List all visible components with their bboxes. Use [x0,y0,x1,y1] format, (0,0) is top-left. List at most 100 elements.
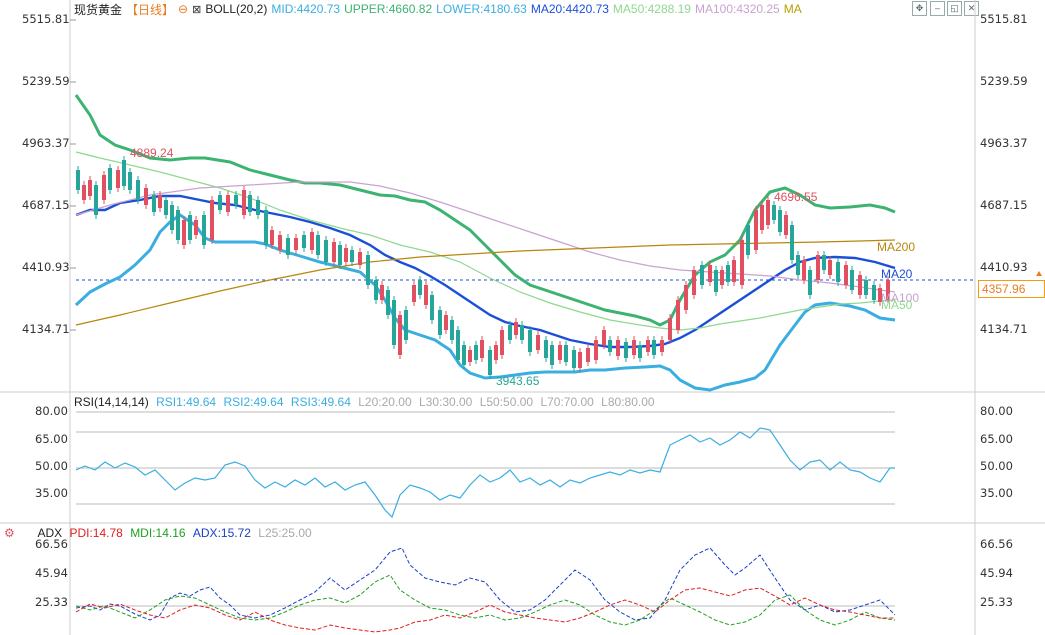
candlestick [226,195,230,212]
candlestick [264,210,268,245]
candlestick [594,340,598,360]
adx-value: ADX:15.72 [192,526,251,540]
low-annotation-1: 3943.65 [496,374,540,388]
rsi-axis-label-left: 50.00 [35,459,68,473]
candlestick [646,340,650,352]
candlestick [164,200,168,215]
l80-value: L80:80.00 [601,395,655,409]
candlestick [632,340,636,355]
candlestick [136,180,140,200]
price-axis-label-right: 5239.59 [980,74,1028,88]
candlestick [878,288,882,302]
candlestick [676,300,680,330]
current-price-arrow [1036,271,1042,276]
candlestick [558,345,562,360]
candlestick [850,270,854,290]
candlestick [338,245,342,265]
close-icon[interactable]: ✕ [964,1,979,16]
boll-upper-line [74,94,896,327]
candlestick [608,340,612,352]
lower-value: LOWER:4180.63 [436,2,527,16]
price-axis-label-right: 4410.93 [980,260,1028,274]
candlestick [790,225,794,260]
adx-title[interactable]: ADX [37,526,63,540]
ma50-label: MA50 [881,298,913,312]
candlestick [872,285,876,300]
ma20-label: MA20 [881,267,913,281]
rsi-line [75,427,895,519]
candlestick [366,255,370,285]
candlestick [256,200,260,215]
boll-lower-line [74,213,896,392]
candlestick [450,320,454,340]
candlestick [778,210,782,232]
candlestick [772,205,776,220]
current-price-tag: 4357.96 [978,280,1045,298]
candlestick [700,265,704,285]
candlestick [248,195,252,212]
candlestick [740,240,744,285]
candlestick [708,265,712,282]
candlestick [456,330,460,360]
price-axis-label-left: 5239.59 [22,74,70,88]
high-annotation-2: 4696.55 [774,190,818,204]
settings-icon[interactable]: ⊖ [178,2,189,16]
candlestick [404,310,408,340]
candlestick [692,270,696,295]
ma20-line [75,194,896,349]
candlestick [500,330,504,355]
mid-value: MID:4420.73 [271,2,341,16]
candlestick [158,195,162,208]
ma200-label: MA200 [877,240,916,254]
candlestick [374,280,378,300]
candlestick [194,220,198,235]
candlestick [822,255,826,270]
candlestick [152,195,156,212]
minimize-icon[interactable]: – [930,1,945,16]
candlestick [638,345,642,358]
candlestick [234,195,238,205]
indicator-icon[interactable]: ⊠ [192,3,202,16]
ma100-value: MA100:4320.25 [694,2,780,16]
rsi-axis-label-left: 80.00 [35,404,68,418]
ma50-line [75,151,896,331]
candlestick [796,255,800,275]
candlestick [94,185,98,215]
candlestick [144,188,148,205]
candlestick [536,335,540,350]
ma-value: MA [783,2,802,16]
adx-axis-label-left: 45.94 [35,566,68,580]
candlestick [586,348,590,362]
chart-header: 现货黄金 【日线】 ⊖ ⊠ BOLL(20,2) MID:4420.73 UPP… [74,0,806,18]
candlestick [128,172,132,190]
l25-value: L25:25.00 [258,526,312,540]
indicator-label[interactable]: BOLL(20,2) [205,2,268,16]
candlestick [624,342,628,358]
adx-axis-label-right: 45.94 [980,566,1013,580]
rsi-title[interactable]: RSI(14,14,14) [74,395,149,409]
price-axis-label-left: 5515.81 [22,12,70,26]
price-axis-label-left: 4963.37 [22,136,70,150]
candlestick [714,270,718,292]
price-axis-label-left: 4410.93 [22,260,70,274]
adx-settings-icon[interactable]: ⚙ [4,526,15,540]
candlestick [684,285,688,310]
ma100-label: MA100 [881,291,920,305]
candlestick [302,235,306,248]
adx-axis-label-right: 25.33 [980,595,1013,609]
candlestick [616,340,620,356]
price-axis-label-right: 5515.81 [980,12,1028,26]
mdi-line [75,574,896,626]
candlestick [652,340,656,355]
candlestick [182,220,186,245]
restore-icon[interactable]: ◱ [947,1,962,16]
candlestick [508,325,512,340]
expand-icon[interactable]: ✥ [912,1,927,16]
period-label[interactable]: 【日线】 [126,2,175,17]
l20-value: L20:20.00 [358,395,412,409]
candlestick [816,255,820,280]
candlestick [462,345,466,365]
rsi-axis-label-right: 65.00 [980,432,1013,446]
rsi2-value: RSI2:49.64 [223,395,284,409]
